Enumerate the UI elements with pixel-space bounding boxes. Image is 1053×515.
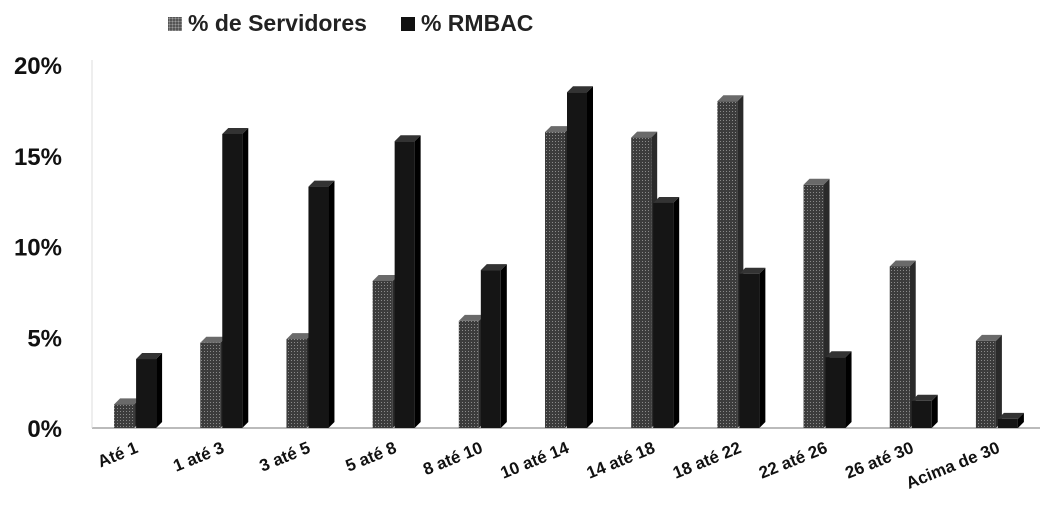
bar-rmbac bbox=[136, 353, 163, 428]
legend-swatch-rmbac bbox=[400, 16, 415, 31]
bar-rmbac bbox=[222, 127, 249, 428]
x-tick-label: 1 até 3 bbox=[171, 438, 227, 475]
x-tick-label: 8 até 10 bbox=[420, 438, 485, 479]
y-tick-label: 5% bbox=[27, 325, 62, 352]
y-tick-label: 10% bbox=[14, 235, 62, 262]
bar-rmbac bbox=[308, 180, 335, 428]
bar-servidores bbox=[717, 95, 744, 429]
y-tick-label: 0% bbox=[27, 416, 62, 443]
legend-swatch-servidores bbox=[168, 16, 182, 31]
x-tick-label: 3 até 5 bbox=[257, 438, 313, 475]
bar-rmbac bbox=[911, 394, 938, 428]
bar-rmbac bbox=[825, 351, 852, 428]
bar-rmbac bbox=[997, 412, 1024, 428]
bar-rmbac bbox=[653, 196, 680, 428]
bar-rmbac bbox=[739, 267, 766, 428]
legend-label-rmbac: % RMBAC bbox=[420, 10, 534, 36]
x-tick-label: 18 até 22 bbox=[670, 438, 744, 483]
bar-rmbac bbox=[480, 264, 507, 428]
axes bbox=[91, 60, 1040, 429]
legend-item-rmbac: % RMBAC bbox=[400, 10, 534, 37]
y-tick-label: 20% bbox=[14, 53, 62, 80]
bar-servidores bbox=[889, 260, 916, 428]
labels: 0% 5% 10% 15% 20% Até 1 1 até 3 3 até 5 5 até 8 8… bbox=[14, 53, 1002, 493]
x-tick-label: Acima de 30 bbox=[903, 438, 1002, 493]
bar-rmbac bbox=[394, 135, 421, 429]
y-tick-label: 15% bbox=[14, 144, 62, 171]
legend-label-servidores: % de Servidores bbox=[188, 10, 367, 36]
legend: % de Servidores % RMBAC bbox=[168, 10, 533, 37]
x-tick-label: 10 até 14 bbox=[498, 438, 572, 483]
bar-servidores bbox=[975, 334, 1002, 428]
x-tick-label: 22 até 26 bbox=[756, 438, 830, 483]
legend-item-servidores: % de Servidores bbox=[168, 10, 367, 37]
x-tick-label: 14 até 18 bbox=[584, 438, 658, 483]
bars bbox=[114, 86, 1024, 429]
x-tick-label: Até 1 bbox=[95, 438, 141, 471]
bar-rmbac bbox=[567, 86, 593, 428]
x-tick-label: 5 até 8 bbox=[343, 438, 399, 475]
